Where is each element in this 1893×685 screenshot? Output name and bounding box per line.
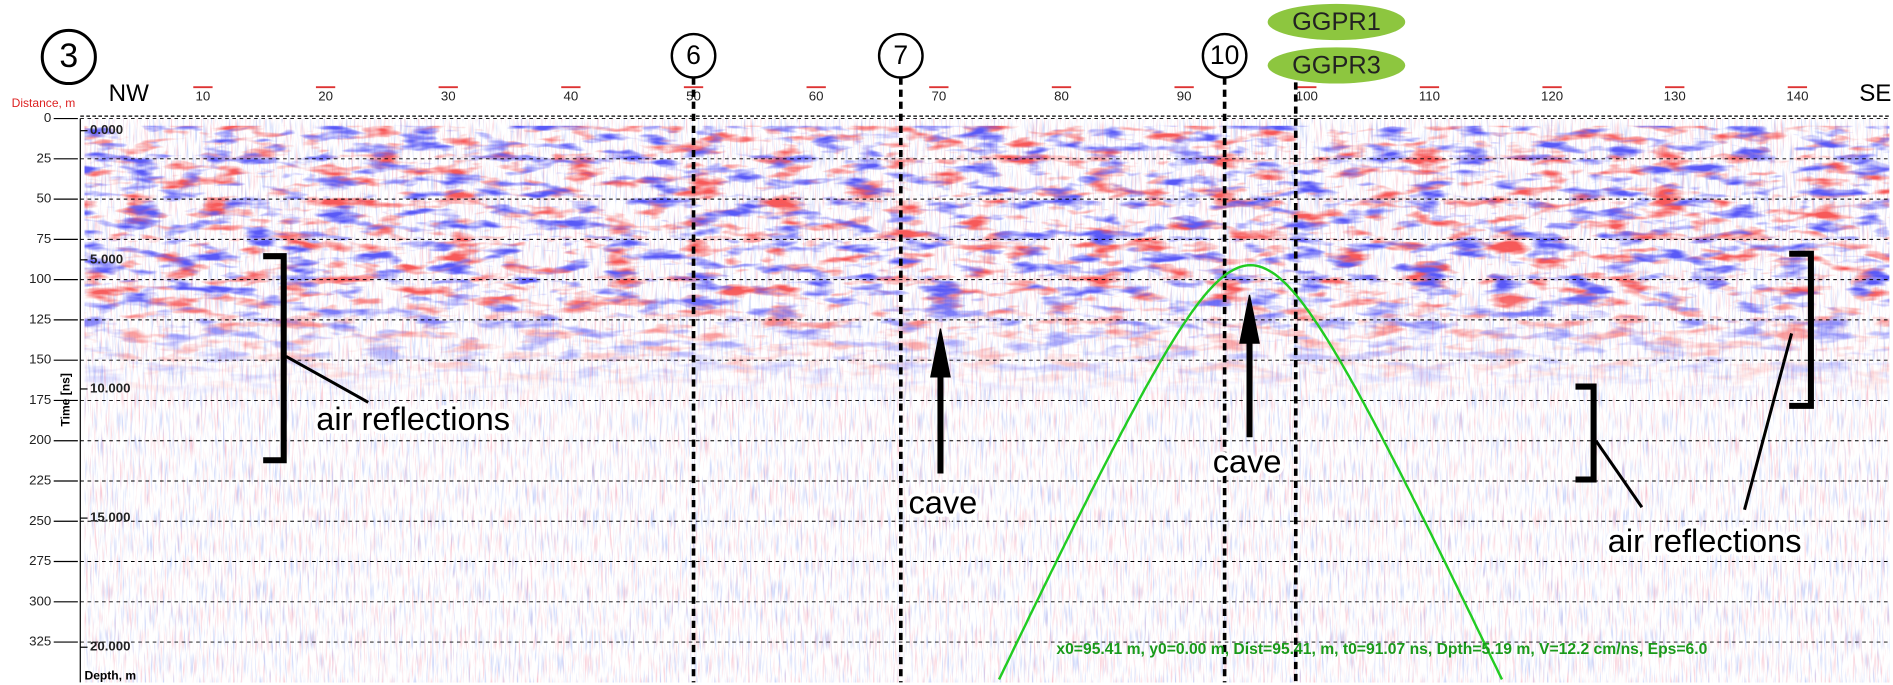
marker-label: 6 (686, 40, 701, 70)
y-tick-label: 150 (29, 352, 51, 367)
y-tick-label: 300 (29, 593, 51, 608)
annotation: cave (908, 483, 977, 520)
y-tick-label: 125 (29, 311, 51, 326)
depth-tick-label: 0.000 (90, 122, 123, 137)
y-tick-label: 275 (29, 553, 51, 568)
x-tick-label: 130 (1664, 88, 1686, 103)
marker-label: 10 (1210, 40, 1240, 70)
depth-tick-label: 5.000 (90, 251, 123, 266)
y-axis-title: Time [ns] (59, 373, 73, 426)
ggpr-label: GGPR3 (1292, 51, 1381, 79)
y-tick-label: 100 (29, 271, 51, 286)
x-tick-label: 120 (1541, 88, 1563, 103)
x-tick-label: 80 (1054, 88, 1069, 103)
x-tick-label: 70 (931, 88, 946, 103)
x-tick-label: 90 (1177, 88, 1192, 103)
x-tick-label: 100 (1296, 88, 1318, 103)
left-end-label: NW (109, 80, 149, 107)
y-tick-label: 175 (29, 392, 51, 407)
radargram-figure: 0 25 50 75 100 125 150 175 200 225 250 275 300 325 10 2… (0, 0, 1893, 685)
y-tick-label: 75 (37, 231, 52, 246)
y-tick-label: 200 (29, 432, 51, 447)
depth-axis-title: Depth, m (85, 668, 137, 682)
marker-label: 7 (893, 40, 908, 70)
depth-tick-label: 10.000 (90, 380, 131, 395)
annotation: air reflections (1608, 522, 1802, 559)
hyperbola-label: x0=95.41 m, y0=0.00 m, Dist=95.41, m, t0… (1056, 641, 1707, 658)
x-tick-label: 10 (196, 88, 211, 103)
y-tick-label: 50 (37, 191, 52, 206)
y-tick-label: 25 (37, 150, 52, 165)
ggpr-label: GGPR1 (1292, 8, 1381, 36)
x-tick-label: 110 (1419, 88, 1440, 103)
x-tick-label: 60 (809, 88, 824, 103)
x-tick-label: 140 (1786, 88, 1808, 103)
y-tick-label: 0 (44, 110, 51, 125)
x-tick-label: 20 (318, 88, 333, 103)
profile-number: 3 (59, 37, 78, 75)
right-end-label: SE (1859, 80, 1891, 107)
x-tick-label: 30 (441, 88, 456, 103)
annotation: cave (1213, 442, 1282, 479)
y-tick-label: 325 (29, 634, 51, 649)
annotation: air reflections (316, 400, 510, 437)
y-tick-label: 250 (29, 513, 51, 528)
depth-tick-label: 15.000 (90, 510, 131, 525)
x-axis-title: Distance, m (12, 96, 76, 110)
x-tick-label: 40 (564, 88, 579, 103)
y-tick-label: 225 (29, 472, 51, 487)
depth-tick-label: 20.000 (90, 639, 131, 654)
